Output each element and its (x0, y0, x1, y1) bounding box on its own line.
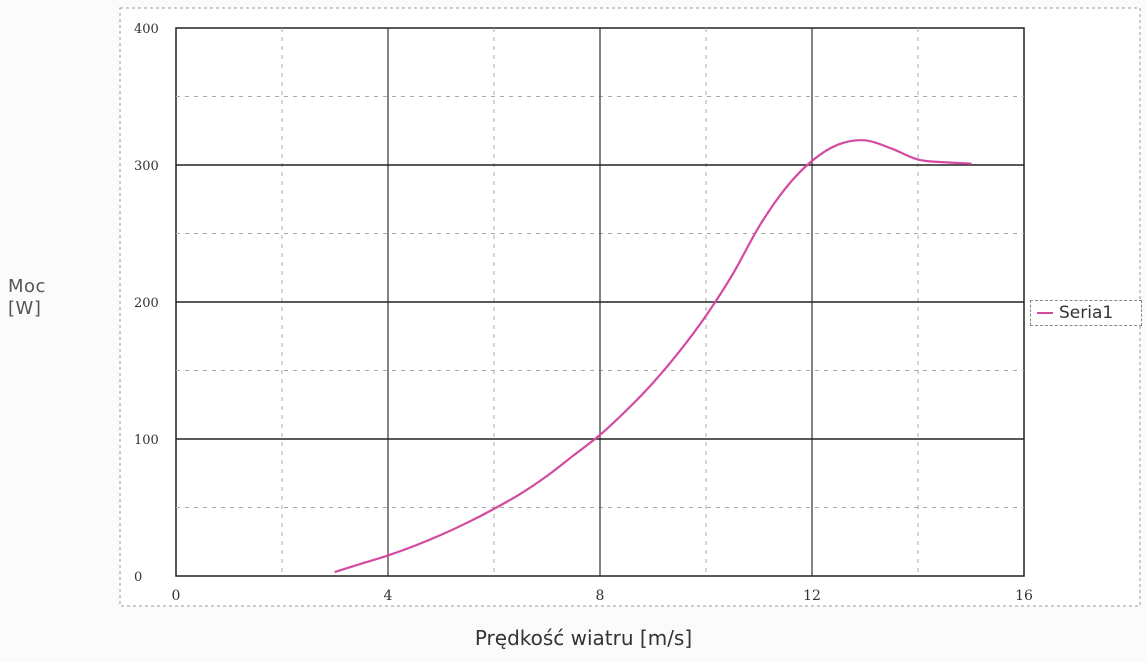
data-point (599, 434, 601, 436)
y-tick-label: 400 (134, 22, 159, 37)
data-point (440, 534, 442, 536)
data-point (864, 140, 866, 142)
data-point (626, 409, 628, 411)
data-point (917, 159, 919, 161)
data-point (705, 315, 707, 317)
x-tick-label: 0 (172, 588, 181, 604)
x-tick-label: 12 (803, 588, 821, 604)
y-axis-label-line-2: [W] (8, 298, 41, 319)
y-tick-label: 0 (134, 570, 142, 585)
y-tick-label: 200 (134, 296, 159, 311)
data-point (546, 475, 548, 477)
data-point (944, 161, 946, 163)
legend-label: Seria1 (1059, 303, 1113, 323)
data-point (811, 160, 813, 162)
data-point (361, 563, 363, 565)
data-point (414, 545, 416, 547)
x-tick-label: 16 (1015, 588, 1033, 604)
x-tick-label: 8 (596, 588, 605, 604)
legend-swatch (1037, 312, 1053, 314)
data-point (467, 522, 469, 524)
y-tick-label: 100 (134, 433, 159, 448)
data-point (838, 144, 840, 146)
data-point (520, 493, 522, 495)
data-point (679, 351, 681, 353)
data-point (387, 555, 389, 557)
data-point (785, 187, 787, 189)
data-point (493, 508, 495, 510)
data-point (970, 163, 972, 165)
data-point (334, 571, 336, 573)
data-point (891, 148, 893, 150)
legend: Seria1 (1030, 300, 1142, 326)
x-axis-label: Prędkość wiatru [m/s] (0, 626, 1147, 650)
y-tick-label: 300 (134, 159, 159, 174)
data-point (732, 274, 734, 276)
data-point (758, 226, 760, 228)
data-point (652, 382, 654, 384)
x-tick-label: 4 (384, 588, 393, 604)
y-axis-label-line-1: Moc (8, 276, 46, 297)
data-point (573, 455, 575, 457)
